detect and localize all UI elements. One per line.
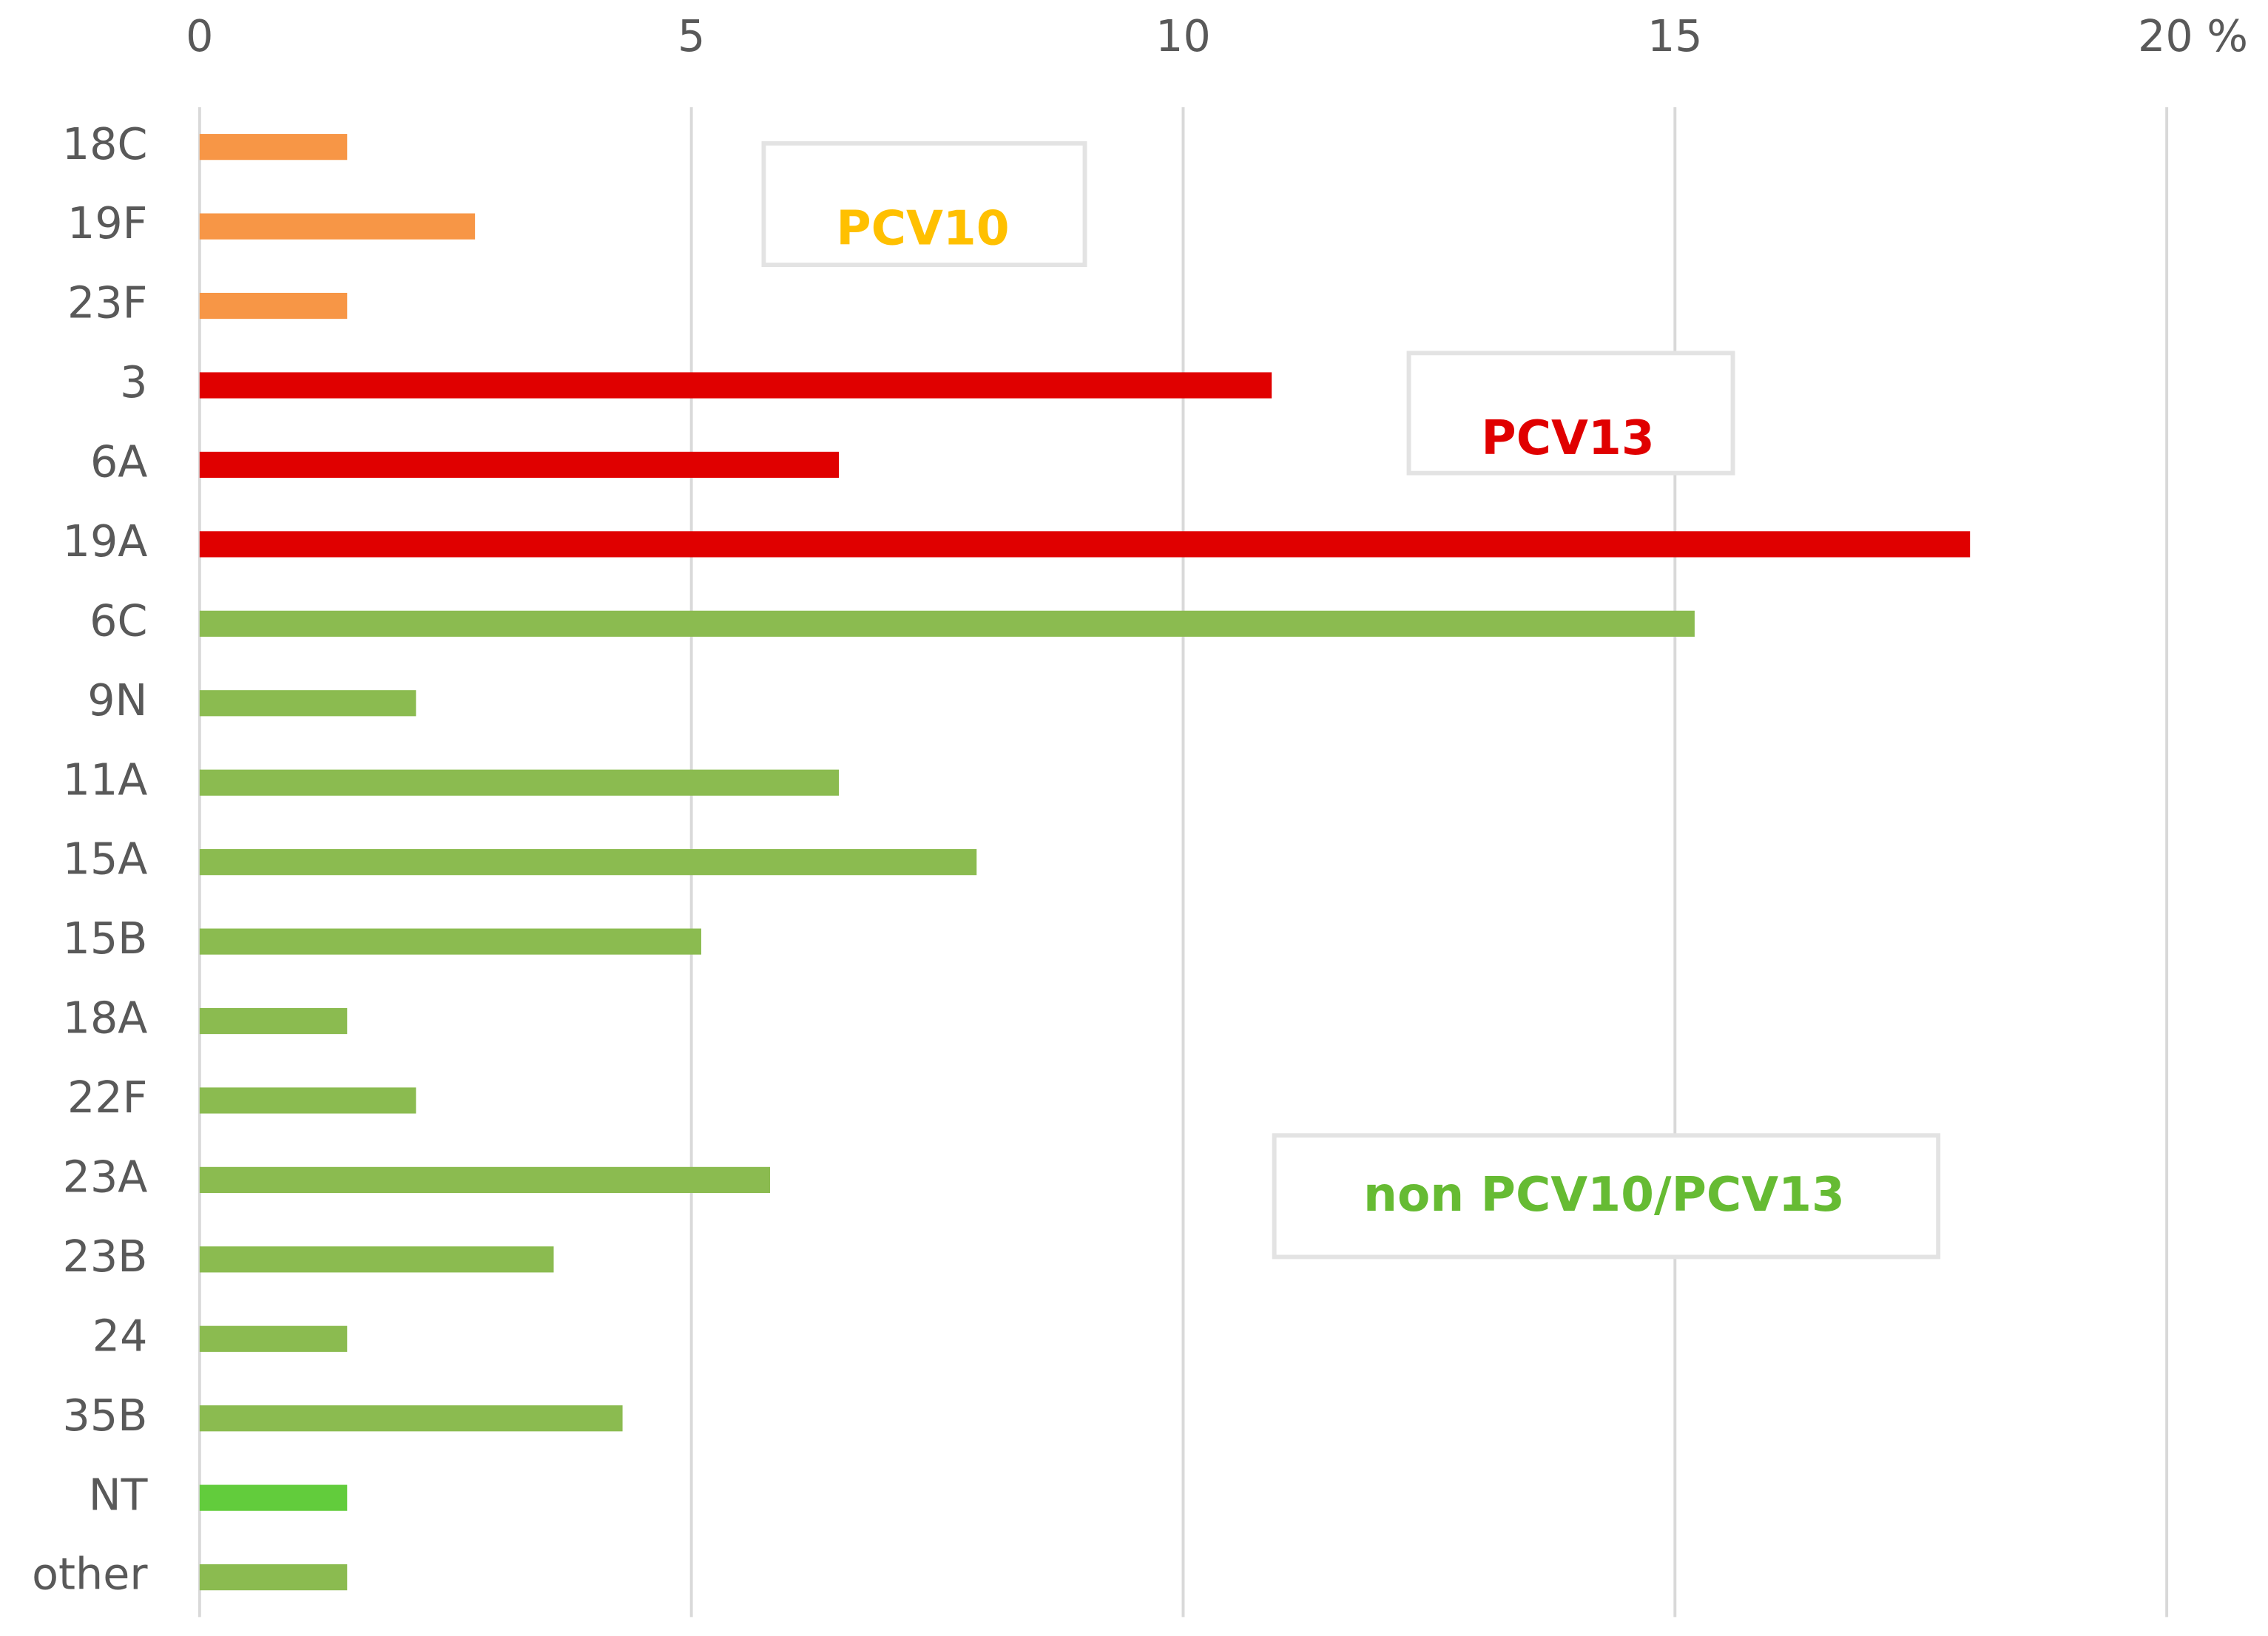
y-tick-label: 6C [90,595,147,646]
x-tick-label: 10 [1155,11,1211,61]
y-tick-label: 19A [63,516,148,567]
bar [199,690,416,717]
y-tick-label: 15B [63,913,148,964]
bar [199,134,348,160]
x-tick-label: 5 [678,11,705,61]
annotation-box [761,141,1087,268]
bar [199,292,348,320]
annotation: PCV13 [1481,410,1654,466]
bar [199,1325,348,1352]
y-tick-label: 24 [92,1311,148,1361]
bar [199,769,840,796]
y-tick-label: 9N [87,675,147,726]
bar [199,372,1272,399]
x-tick-label: 0 [186,11,213,61]
annotation: non PCV10/PCV13 [1363,1167,1845,1223]
bar [199,1087,416,1114]
bar [199,1405,623,1432]
x-tick-label: 20 % [2138,11,2248,61]
annotation-box [1272,1133,1941,1260]
annotation-box [1406,351,1735,476]
bar [199,451,840,479]
y-tick-label: 6A [90,437,147,487]
y-tick-label: 23A [63,1152,148,1203]
y-tick-label: 3 [120,357,147,408]
bar [199,849,977,876]
y-tick-label: 35B [63,1390,148,1441]
annotation: PCV10 [836,201,1009,257]
bar [199,1246,554,1273]
y-tick-label: 18A [63,993,148,1044]
bar [199,213,476,240]
bar [199,1484,348,1511]
bar [199,1166,771,1194]
x-tick-label: 15 [1647,11,1703,61]
bar [199,928,701,955]
y-tick-label: 11A [63,754,148,805]
bar [199,1007,348,1035]
y-tick-label: 15A [63,834,148,885]
bar [199,531,1971,558]
bar [199,1564,348,1591]
y-tick-label: 18C [62,119,148,169]
y-tick-label: 19F [67,198,147,249]
y-tick-label: 22F [67,1072,147,1123]
bar [199,610,1695,637]
y-tick-label: other [32,1549,148,1600]
y-tick-label: 23B [63,1231,148,1282]
y-tick-label: 23F [67,278,147,328]
y-tick-label: NT [89,1470,148,1520]
